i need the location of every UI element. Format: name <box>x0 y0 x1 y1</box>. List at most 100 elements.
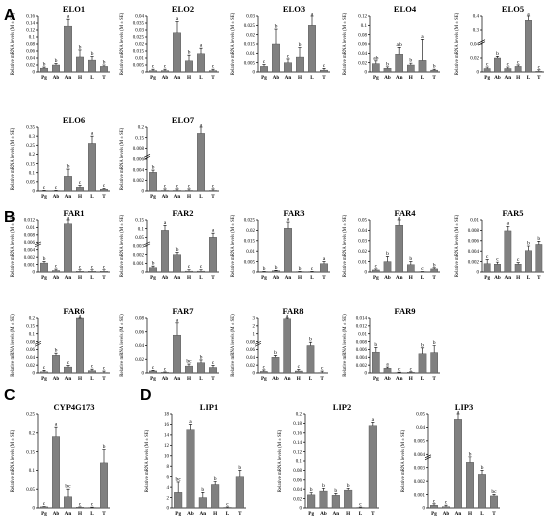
chart-title: ELO4 <box>394 4 417 14</box>
error-bar <box>297 369 301 372</box>
x-tick-label: H <box>78 275 82 281</box>
significance-letter: b <box>496 51 499 57</box>
significance-letter: c <box>176 183 179 189</box>
y-tick-label: 0.02 <box>470 57 479 62</box>
error-bar <box>151 68 155 71</box>
y-tick-label: 0.2 <box>296 413 303 418</box>
bar-ab <box>383 368 392 374</box>
error-bar <box>409 62 413 65</box>
x-tick-label: L <box>90 511 94 517</box>
x-tick-label: An <box>174 194 181 200</box>
significance-letter: c <box>321 366 324 372</box>
chart-cyp4g173: CYP4G173 Relative mRNA levels (M ± SE) 0 0.… <box>11 402 110 517</box>
x-tick-label: H <box>187 194 191 200</box>
error-bar <box>321 487 326 492</box>
error-bar <box>90 269 94 272</box>
y-tick-label: 0.1 <box>29 332 36 337</box>
x-tick-label: T <box>211 75 215 81</box>
bar-ab <box>271 357 280 374</box>
y-tick-label: 0.003 <box>133 245 145 250</box>
y-tick-label: 0.1 <box>361 24 368 29</box>
bar-an <box>173 190 181 192</box>
y-axis-label: Relative mRNA levels (M ± SE) <box>120 12 125 75</box>
y-axis-label: Relative mRNA levels (M ± SE) <box>11 314 16 377</box>
y-tick-label: 0 <box>253 71 256 76</box>
x-tick-label: T <box>537 275 541 281</box>
y-tick-label: 0.16 <box>26 15 35 20</box>
y-tick-label: 0.2 <box>29 432 36 437</box>
x-tick-label: H <box>346 511 350 517</box>
error-bar <box>506 66 510 69</box>
significance-letter: a <box>421 34 424 40</box>
x-tick-label: T <box>102 511 106 517</box>
x-tick-label: T <box>322 75 326 81</box>
error-bar <box>102 269 106 272</box>
error-bar <box>163 68 167 71</box>
y-axis-label: Relative mRNA levels (M ± SE) <box>278 429 283 492</box>
bar-t <box>209 190 217 192</box>
y-tick-label: 0.08 <box>26 43 35 48</box>
axis-lines <box>146 127 219 192</box>
y-axis-label: Relative mRNA levels (M ± SE) <box>231 314 236 377</box>
y-tick-label: 0.1 <box>138 227 145 232</box>
significance-letter: c <box>517 59 520 65</box>
x-tick-label: L <box>199 194 203 200</box>
y-tick-label: 0 <box>365 372 368 377</box>
error-bar <box>432 68 436 71</box>
y-tick-label: 0 <box>365 271 368 276</box>
x-tick-label: Pg <box>175 511 181 517</box>
significance-letter: c <box>538 64 541 70</box>
error-bar <box>175 322 179 336</box>
bar-h <box>211 484 220 509</box>
y-tick-label: 0.004 <box>24 248 36 253</box>
significance-letter: c <box>486 254 489 260</box>
bar-an <box>395 224 403 273</box>
chart-elo4: ELO4 Relative mRNA levels (M ± SE) 0 0.02 0.… <box>343 4 440 81</box>
significance-letter: c <box>200 264 203 270</box>
bar-h <box>76 271 84 273</box>
error-bar <box>273 355 278 358</box>
y-tick-label: 0.05 <box>26 181 35 186</box>
bar-l <box>197 362 205 374</box>
x-tick-label: T <box>102 275 106 281</box>
error-bar <box>90 135 94 144</box>
y-tick-label: 0.008 <box>356 340 368 345</box>
bar-an <box>454 419 462 509</box>
bar-h <box>185 190 193 192</box>
x-tick-label: An <box>396 75 403 81</box>
significance-letter: c <box>287 53 290 59</box>
y-tick-label: 0.06 <box>358 43 367 48</box>
significance-letter: c <box>359 502 362 508</box>
error-bar <box>262 369 266 372</box>
y-tick-label: 0.005 <box>244 260 256 265</box>
x-tick-label: L <box>527 75 531 81</box>
bar-l <box>525 250 532 273</box>
x-tick-label: L <box>359 511 363 517</box>
error-bar <box>213 481 217 485</box>
error-bar <box>151 369 155 371</box>
y-tick-label: 0.012 <box>24 219 36 224</box>
x-tick-label: L <box>309 376 313 382</box>
y-tick-label: 0.15 <box>26 325 35 330</box>
y-tick-label: 0.2 <box>138 126 145 131</box>
x-tick-label: Ab <box>162 75 169 81</box>
x-tick-label: T <box>537 75 541 81</box>
x-tick-label: T <box>102 194 106 200</box>
significance-letter: b <box>263 266 266 272</box>
error-bar <box>310 15 314 26</box>
error-bar <box>187 363 191 367</box>
x-tick-label: L <box>480 511 484 517</box>
x-tick-label: H <box>297 376 301 382</box>
bar-l <box>306 345 315 374</box>
axis-lines <box>37 318 110 374</box>
bar-t <box>100 188 108 192</box>
bar-h <box>296 56 304 73</box>
chart-far3: FAR3 Relative mRNA levels (M ± SE) 0 0.005 0… <box>231 208 330 281</box>
significance-letter: b <box>103 60 106 66</box>
bar-an <box>331 495 340 509</box>
error-bar <box>151 265 155 268</box>
x-tick-label: Pg <box>41 511 47 517</box>
x-tick-label: L <box>90 376 94 382</box>
bar-pg <box>40 506 48 509</box>
y-tick-label: 0.004 <box>356 356 368 361</box>
